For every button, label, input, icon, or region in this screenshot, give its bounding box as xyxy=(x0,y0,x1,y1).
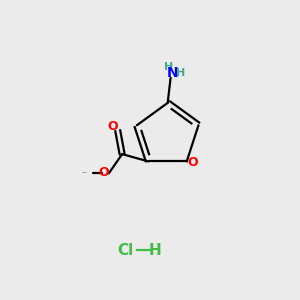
Text: O: O xyxy=(98,166,109,179)
Text: H: H xyxy=(164,62,173,72)
Text: O: O xyxy=(107,120,118,133)
Text: methyl: methyl xyxy=(83,172,88,173)
Text: Cl: Cl xyxy=(117,243,133,258)
Text: H: H xyxy=(149,243,162,258)
Text: O: O xyxy=(188,157,199,169)
Text: H: H xyxy=(176,68,185,78)
Text: N: N xyxy=(166,66,178,80)
